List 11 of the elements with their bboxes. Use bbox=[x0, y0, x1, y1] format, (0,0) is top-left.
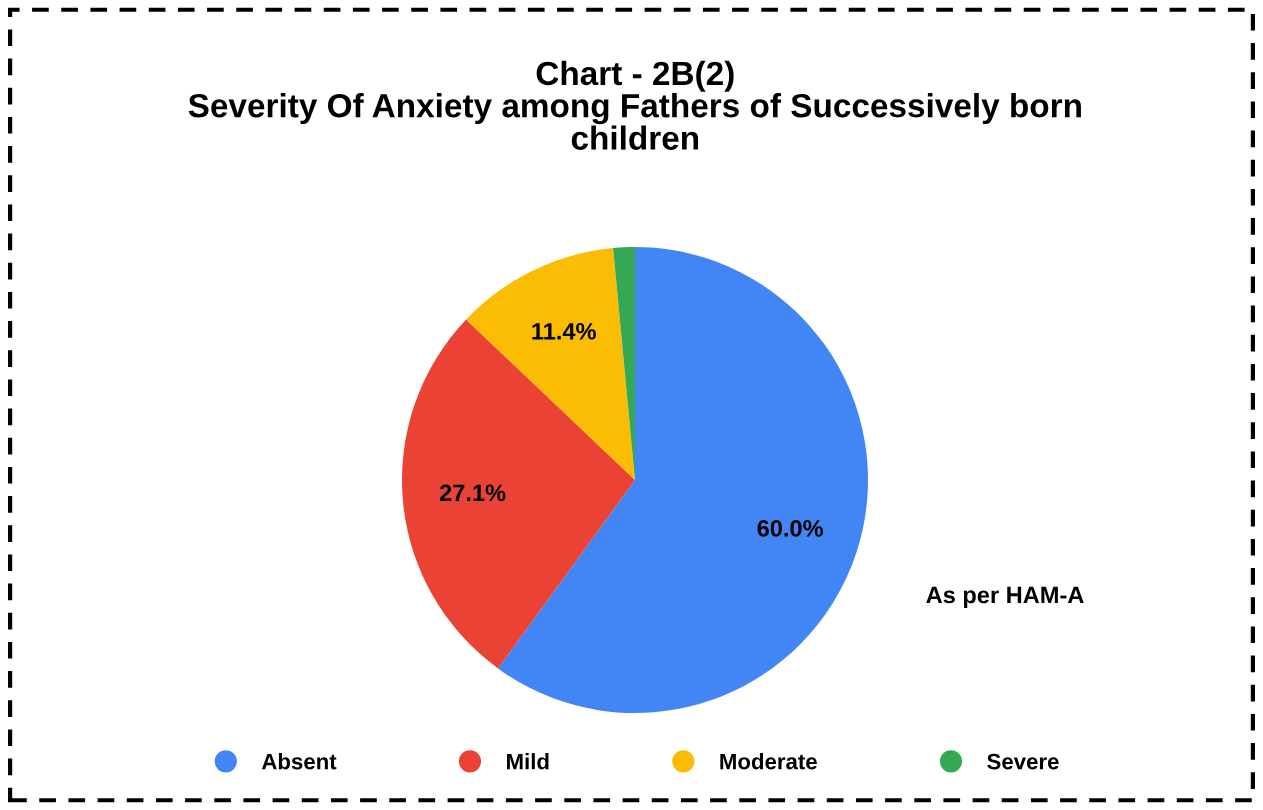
data-label: 60.0% bbox=[757, 520, 823, 537]
pie-slice bbox=[402, 319, 635, 669]
pie-slice bbox=[466, 248, 635, 480]
legend-label: Absent bbox=[261, 753, 337, 770]
chart-title: Chart - 2B(2) Severity Of Anxiety among Fathers of Successively born children bbox=[188, 60, 1081, 150]
legend-label: Severe bbox=[987, 753, 1059, 770]
text: As per HAM-A bbox=[926, 586, 1084, 608]
data-label: 27.1% bbox=[439, 484, 506, 502]
legend-label: Moderate bbox=[720, 753, 817, 770]
legend-label: Mild bbox=[507, 753, 549, 770]
data-label: 11.4% bbox=[532, 322, 596, 340]
